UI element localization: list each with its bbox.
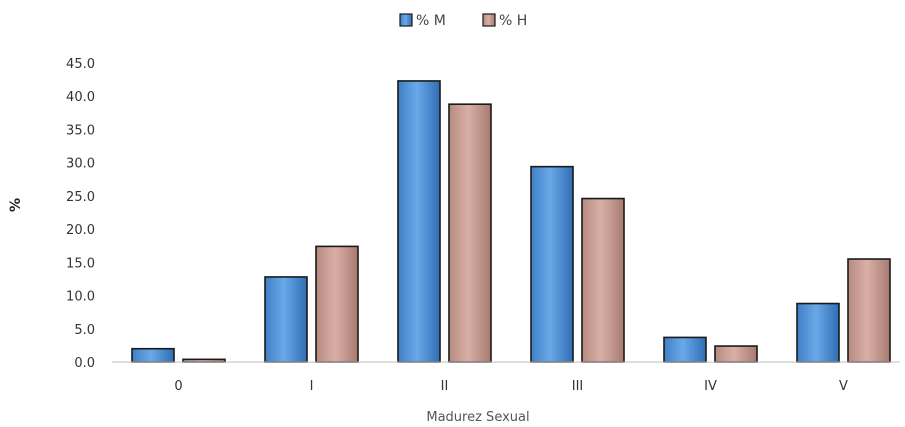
y-tick-label: 15.0 [66, 256, 95, 271]
y-tick-label: 25.0 [66, 190, 95, 205]
bar-m-3 [530, 165, 574, 363]
bar-h-1 [315, 245, 359, 363]
y-tick-label: 40.0 [66, 90, 95, 105]
x-category-label: 0 [174, 379, 182, 394]
y-axis-ticks: 0.0 5.0 10.0 15.0 20.0 25.0 30.0 35.0 40.0 45.0 [66, 57, 95, 371]
y-tick-label: 30.0 [66, 157, 95, 172]
legend-swatch-m [399, 13, 413, 27]
legend: % M % H [399, 13, 527, 29]
y-tick-label: 0.0 [74, 356, 95, 371]
y-tick-label: 45.0 [66, 57, 95, 72]
bar-m-0 [131, 347, 175, 363]
y-tick-label: 5.0 [74, 323, 95, 338]
bar-h-2 [448, 103, 492, 363]
bars [131, 80, 891, 363]
x-category-label: IV [704, 379, 717, 394]
x-axis-categories: 0 I II III IV V [174, 379, 848, 394]
x-category-label: III [572, 379, 584, 394]
bar-h-5 [847, 258, 891, 363]
legend-label-m: % M [416, 13, 446, 29]
legend-swatch-h [482, 13, 496, 27]
x-axis-title: Madurez Sexual [426, 410, 529, 425]
y-tick-label: 20.0 [66, 223, 95, 238]
legend-label-h: % H [499, 13, 527, 29]
x-category-label: I [310, 379, 314, 394]
y-tick-label: 10.0 [66, 290, 95, 305]
y-axis-title: % [8, 198, 24, 212]
x-category-label: II [441, 379, 449, 394]
bar-h-3 [581, 197, 625, 363]
bar-m-4 [663, 336, 707, 363]
x-category-label: V [839, 379, 848, 394]
bar-m-1 [264, 276, 308, 363]
bar-m-5 [796, 302, 840, 363]
y-tick-label: 35.0 [66, 123, 95, 138]
bar-h-4 [714, 345, 758, 363]
bar-m-2 [397, 80, 441, 363]
